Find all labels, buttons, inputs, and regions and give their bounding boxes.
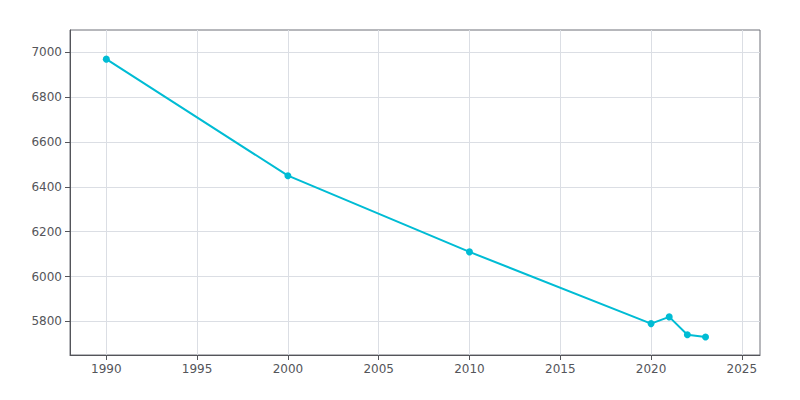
svg-text:2015: 2015: [545, 362, 576, 376]
svg-text:7000: 7000: [31, 45, 62, 59]
svg-text:1995: 1995: [182, 362, 213, 376]
svg-text:1990: 1990: [91, 362, 122, 376]
svg-text:6800: 6800: [31, 90, 62, 104]
svg-text:2020: 2020: [636, 362, 667, 376]
svg-text:6600: 6600: [31, 135, 62, 149]
svg-text:2000: 2000: [273, 362, 304, 376]
svg-text:6000: 6000: [31, 270, 62, 284]
svg-text:2025: 2025: [727, 362, 758, 376]
svg-text:6400: 6400: [31, 180, 62, 194]
svg-text:5800: 5800: [31, 314, 62, 328]
svg-text:6200: 6200: [31, 225, 62, 239]
svg-text:2010: 2010: [454, 362, 485, 376]
svg-text:2005: 2005: [363, 362, 394, 376]
